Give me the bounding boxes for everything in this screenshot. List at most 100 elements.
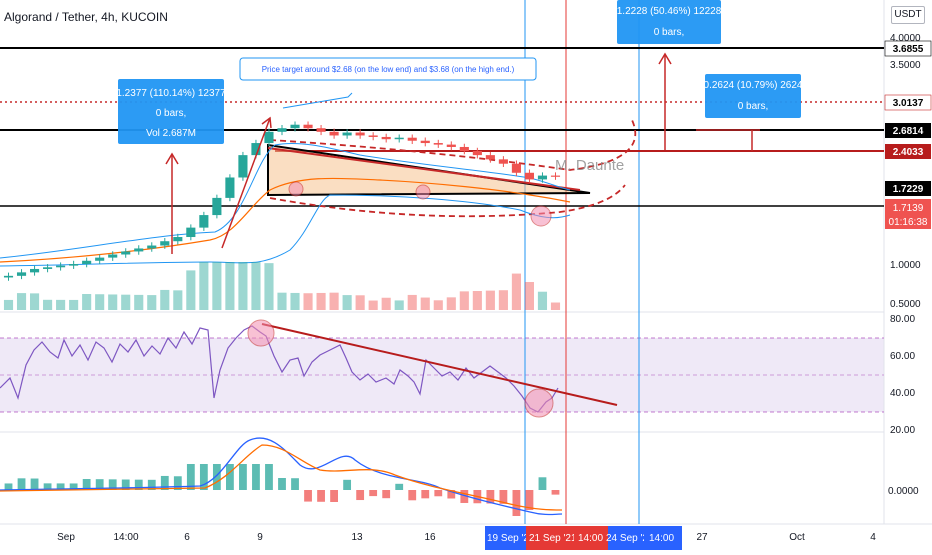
macd-histogram-bar bbox=[82, 479, 91, 490]
volume-bar bbox=[160, 289, 170, 310]
rsi-tick-20: 20.00 bbox=[890, 425, 915, 436]
callout-1-line3: Vol 2.687M bbox=[146, 128, 196, 139]
candle-body bbox=[407, 137, 417, 141]
candle-body bbox=[16, 272, 27, 276]
macd-histogram-bar bbox=[460, 490, 469, 503]
candle-body bbox=[550, 175, 561, 177]
macd-histogram-bar bbox=[212, 464, 221, 490]
volume-bar bbox=[277, 292, 287, 310]
price-tick-4: 4.0000 bbox=[890, 33, 921, 44]
macd-histogram-bar bbox=[199, 464, 208, 490]
macd-histogram-bar bbox=[421, 490, 430, 499]
triangle-upper-red bbox=[267, 147, 581, 191]
candle-body bbox=[420, 140, 430, 144]
candle-body bbox=[394, 137, 404, 140]
macd-histogram-bar bbox=[330, 490, 338, 502]
volume-bar bbox=[420, 297, 430, 310]
date-highlight-19sep: 19 Sep '21 bbox=[487, 533, 535, 544]
time-label-4: 4 bbox=[870, 532, 876, 543]
date-highlight-1400-red: 14:00 bbox=[578, 533, 603, 544]
candle-body bbox=[95, 257, 105, 261]
volume-bar bbox=[121, 294, 131, 310]
price-tick-05: 0.5000 bbox=[890, 299, 921, 310]
candle-body bbox=[342, 132, 352, 136]
macd-histogram-bar bbox=[121, 479, 130, 490]
macd-histogram-bar bbox=[108, 479, 117, 490]
macd-histogram-bar bbox=[525, 490, 534, 510]
macd-histogram-bar bbox=[278, 478, 286, 490]
macd-histogram-bar bbox=[408, 490, 417, 501]
currency-badge[interactable]: USDT bbox=[891, 6, 925, 24]
candle-body bbox=[498, 159, 508, 164]
highlight-circle-rsi-2 bbox=[524, 388, 554, 418]
macd-histogram-bar bbox=[239, 464, 247, 490]
price-label-17229-bg bbox=[885, 181, 931, 196]
price-label-17139-bg bbox=[885, 199, 931, 229]
callout-1-box bbox=[118, 79, 224, 144]
price-label-countdown: 01:16:38 bbox=[889, 217, 928, 228]
candle-body bbox=[160, 241, 170, 246]
author-text: M. Daunte bbox=[555, 157, 624, 174]
price-label-17139: 1.7139 bbox=[893, 203, 924, 214]
candle-body bbox=[147, 245, 157, 249]
macd-histogram-bar bbox=[4, 483, 13, 490]
candle-body bbox=[251, 143, 261, 156]
candle-body bbox=[446, 144, 456, 147]
macd-histogram-bar bbox=[486, 490, 495, 504]
candle-body bbox=[433, 143, 443, 145]
volume-bar bbox=[82, 294, 92, 310]
macd-histogram-bar bbox=[291, 478, 299, 490]
volume-bar bbox=[16, 293, 27, 310]
macd-histogram-bar bbox=[30, 478, 39, 490]
callout-3-line2: 0 bars, bbox=[738, 101, 769, 112]
candle-body bbox=[56, 265, 66, 268]
macd-histogram-bar bbox=[447, 490, 456, 499]
candle-body bbox=[303, 124, 313, 129]
macd-histogram-bar bbox=[56, 483, 65, 490]
candle-body bbox=[511, 163, 521, 173]
macd-histogram-bar bbox=[538, 477, 547, 490]
candle-body bbox=[537, 175, 548, 180]
date-highlight-19sep-bg bbox=[485, 526, 526, 550]
callout-3-line1: 0.2624 (10.79%) 2624 bbox=[704, 80, 803, 91]
volume-bar bbox=[173, 290, 183, 310]
note-box bbox=[239, 57, 537, 81]
volume-bar bbox=[485, 290, 495, 310]
macd-histogram-bar bbox=[395, 483, 404, 490]
candle-body bbox=[186, 227, 196, 238]
price-label-30137: 3.0137 bbox=[893, 98, 924, 109]
candle-body bbox=[82, 260, 92, 264]
dashed-projection-curve bbox=[269, 119, 637, 218]
date-highlight-1400-blue-bg bbox=[644, 526, 682, 550]
macd-histogram-bar bbox=[43, 483, 52, 490]
highlight-circle-rsi-1 bbox=[247, 319, 275, 347]
volume-bar bbox=[407, 294, 417, 310]
arrow-target-head bbox=[658, 52, 672, 65]
date-highlight-24sep-bg bbox=[608, 526, 644, 550]
volume-group bbox=[3, 262, 561, 310]
macd-histogram-bar bbox=[551, 490, 560, 495]
time-label-13: 13 bbox=[351, 532, 363, 543]
volume-bar bbox=[381, 297, 391, 310]
price-label-36855-bg bbox=[884, 40, 932, 57]
volume-bar bbox=[329, 292, 339, 310]
candle-body bbox=[121, 251, 131, 255]
volume-bar bbox=[3, 299, 14, 310]
price-label-17229: 1.7229 bbox=[893, 184, 924, 195]
volume-bar bbox=[56, 299, 66, 310]
volume-bar bbox=[511, 273, 521, 310]
price-label-36855: 3.6855 bbox=[893, 44, 924, 55]
rsi-tick-60: 60.00 bbox=[890, 351, 915, 362]
macd-histogram-bar bbox=[369, 490, 378, 497]
candle-body bbox=[459, 146, 469, 151]
arrow-move-1-head bbox=[165, 152, 179, 165]
macd-histogram-bar bbox=[512, 490, 521, 516]
volume-bar bbox=[238, 262, 248, 310]
macd-histogram-bar bbox=[499, 490, 508, 504]
candle-body bbox=[3, 275, 14, 278]
price-label-24033: 2.4033 bbox=[893, 147, 924, 158]
candle-body bbox=[329, 131, 339, 136]
volume-bar bbox=[303, 293, 313, 310]
